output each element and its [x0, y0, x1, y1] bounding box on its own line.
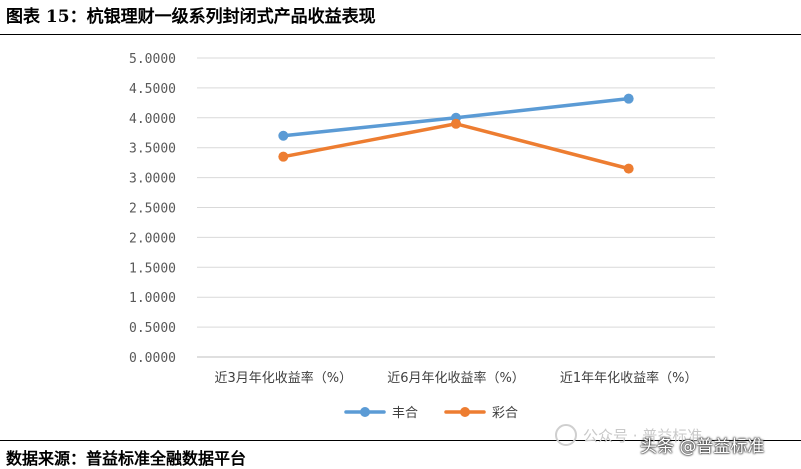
legend-label: 彩合	[492, 406, 518, 421]
y-tick-label: 2.0000	[129, 231, 176, 246]
source-note: 数据来源：普益标准全融数据平台	[6, 449, 247, 468]
series-layer	[278, 93, 634, 174]
figure-title: 图表 15：杭银理财一级系列封闭式产品收益表现	[6, 7, 376, 27]
top-rule	[0, 34, 801, 35]
watermark-text: 公众号 · 普益标准	[583, 426, 703, 445]
x-tick-label: 近6月年化收益率（%）	[387, 370, 525, 386]
data-point	[451, 118, 461, 129]
y-tick-label: 2.5000	[129, 202, 176, 217]
watermark: 公众号 · 普益标准	[555, 424, 702, 446]
legend-label: 丰合	[392, 406, 418, 421]
bottom-rule	[0, 440, 801, 441]
y-axis-tick-labels: 0.0000 0.5000 1.0000 1.5000 2.0000 2.5000 3.00…	[129, 52, 176, 366]
x-tick-label: 近3月年化收益率（%）	[215, 370, 353, 386]
x-axis-tick-labels: 近3月年化收益率（%） 近6月年化收益率（%） 近1年年化收益率（%）	[215, 370, 698, 386]
credit-overlay: 头条 @普益标准	[640, 437, 765, 457]
y-tick-label: 4.0000	[129, 112, 176, 127]
wechat-icon	[555, 424, 577, 446]
grid-layer	[197, 57, 715, 358]
legend-marker	[360, 407, 370, 417]
y-tick-label: 0.0000	[129, 351, 176, 366]
data-point	[623, 163, 634, 174]
y-tick-label: 3.0000	[129, 172, 176, 187]
legend-marker	[460, 407, 470, 417]
x-tick-label: 近1年年化收益率（%）	[560, 370, 698, 386]
data-point	[278, 151, 289, 162]
y-tick-label: 1.5000	[129, 261, 176, 276]
legend-item: 丰合	[344, 406, 418, 421]
data-point	[623, 93, 634, 104]
data-point	[278, 130, 289, 141]
y-tick-label: 5.0000	[129, 52, 176, 67]
y-tick-label: 3.5000	[129, 142, 176, 157]
y-tick-label: 4.5000	[129, 82, 176, 97]
y-tick-label: 0.5000	[129, 321, 176, 336]
legend: 丰合 彩合	[344, 406, 518, 421]
y-tick-label: 1.0000	[129, 291, 176, 306]
legend-item: 彩合	[444, 406, 518, 421]
